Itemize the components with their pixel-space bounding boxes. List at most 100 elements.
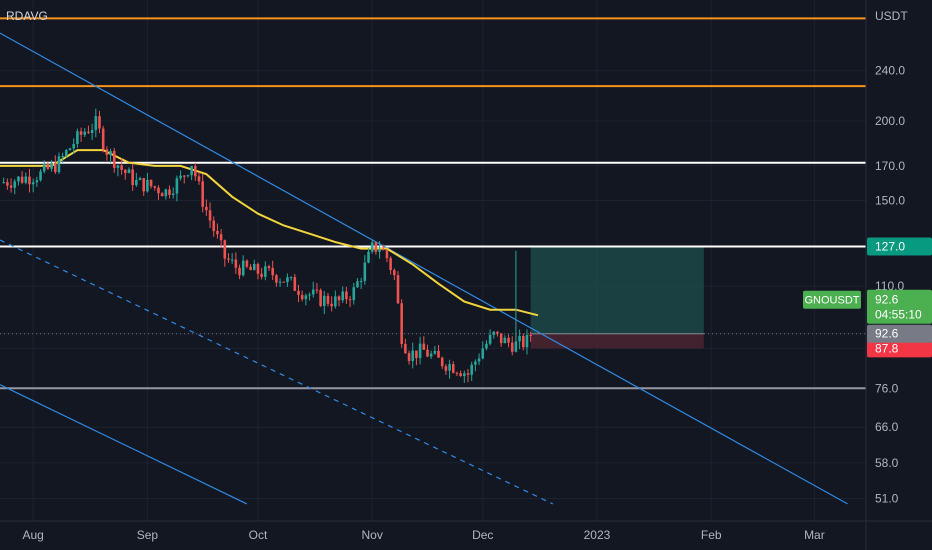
candle-body[interactable] <box>337 296 341 301</box>
indicator-label[interactable]: RDAVG <box>6 9 48 23</box>
candle-body[interactable] <box>400 303 403 344</box>
candle-body[interactable] <box>359 280 363 282</box>
candle-body[interactable] <box>20 176 24 183</box>
candle-body[interactable] <box>171 193 175 195</box>
candle-body[interactable] <box>455 372 459 374</box>
candle-body[interactable] <box>201 181 204 207</box>
candle-body[interactable] <box>470 364 473 375</box>
candle-body[interactable] <box>112 150 116 168</box>
candle-body[interactable] <box>241 260 245 276</box>
candle-body[interactable] <box>363 262 367 281</box>
candle-body[interactable] <box>219 234 223 241</box>
candle-body[interactable] <box>9 185 13 188</box>
candle-body[interactable] <box>289 277 293 279</box>
candle-body[interactable] <box>131 169 134 186</box>
candle-body[interactable] <box>393 270 396 276</box>
candle-body[interactable] <box>451 364 455 373</box>
candle-body[interactable] <box>334 296 337 307</box>
candle-body[interactable] <box>234 259 238 268</box>
candle-body[interactable] <box>459 373 462 377</box>
candle-body[interactable] <box>315 289 319 291</box>
candle-body[interactable] <box>135 180 138 186</box>
candle-body[interactable] <box>179 175 182 179</box>
candle-body[interactable] <box>194 165 197 177</box>
target-zone[interactable] <box>530 246 704 334</box>
candle-body[interactable] <box>267 266 271 268</box>
trendline-0[interactable] <box>0 32 848 505</box>
candle-body[interactable] <box>98 116 101 129</box>
candle-body[interactable] <box>322 295 326 306</box>
candle-body[interactable] <box>6 182 9 186</box>
candle-body[interactable] <box>418 343 422 359</box>
candle-body[interactable] <box>304 295 308 300</box>
candle-body[interactable] <box>444 366 448 371</box>
candle-body[interactable] <box>127 169 131 174</box>
candle-body[interactable] <box>448 364 451 371</box>
candle-body[interactable] <box>28 176 31 185</box>
candle-body[interactable] <box>326 295 330 304</box>
candle-body[interactable] <box>208 210 212 221</box>
candle-body[interactable] <box>68 148 72 151</box>
candle-body[interactable] <box>90 130 94 133</box>
candle-body[interactable] <box>157 187 160 194</box>
candle-body[interactable] <box>308 294 311 296</box>
candle-body[interactable] <box>374 242 378 252</box>
candle-body[interactable] <box>385 250 389 259</box>
candle-body[interactable] <box>381 249 385 251</box>
candle-body[interactable] <box>46 163 50 169</box>
moving-average-line[interactable] <box>0 149 539 317</box>
candle-body[interactable] <box>13 181 17 188</box>
candle-body[interactable] <box>83 131 87 135</box>
candle-body[interactable] <box>238 267 241 276</box>
candle-body[interactable] <box>481 348 485 359</box>
candle-body[interactable] <box>138 178 142 181</box>
candle-body[interactable] <box>260 273 263 277</box>
candle-body[interactable] <box>367 251 370 263</box>
candle-body[interactable] <box>197 176 201 182</box>
candle-body[interactable] <box>426 349 429 357</box>
candle-body[interactable] <box>352 287 356 301</box>
candle-body[interactable] <box>87 131 90 133</box>
candle-body[interactable] <box>50 162 53 169</box>
candle-body[interactable] <box>94 116 98 131</box>
candle-body[interactable] <box>175 178 179 194</box>
candle-body[interactable] <box>521 336 525 348</box>
candle-body[interactable] <box>345 291 348 300</box>
candle-body[interactable] <box>39 171 42 181</box>
candle-body[interactable] <box>488 334 492 344</box>
candle-body[interactable] <box>264 266 267 277</box>
candle-body[interactable] <box>437 350 440 358</box>
candle-body[interactable] <box>153 186 157 188</box>
candle-body[interactable] <box>429 353 433 357</box>
candle-body[interactable] <box>356 281 359 288</box>
candle-body[interactable] <box>297 290 300 295</box>
candle-body[interactable] <box>341 291 345 301</box>
candle-body[interactable] <box>370 242 374 252</box>
candle-body[interactable] <box>205 206 208 211</box>
candle-body[interactable] <box>411 350 415 362</box>
candle-body[interactable] <box>146 179 149 192</box>
candle-body[interactable] <box>477 358 481 362</box>
candle-body[interactable] <box>407 353 411 362</box>
candle-body[interactable] <box>53 162 57 173</box>
candle-body[interactable] <box>101 128 105 150</box>
candle-body[interactable] <box>142 178 146 192</box>
candle-body[interactable] <box>282 281 286 283</box>
candle-body[interactable] <box>503 337 507 344</box>
candle-body[interactable] <box>499 333 503 344</box>
candle-body[interactable] <box>404 343 407 354</box>
candle-body[interactable] <box>212 220 216 231</box>
candle-body[interactable] <box>510 342 514 352</box>
candle-body[interactable] <box>223 240 227 259</box>
candle-body[interactable] <box>525 334 529 348</box>
candle-body[interactable] <box>227 258 230 260</box>
candle-body[interactable] <box>61 155 64 157</box>
candle-body[interactable] <box>319 290 322 306</box>
candle-body[interactable] <box>485 343 488 349</box>
candle-body[interactable] <box>120 165 123 170</box>
candle-body[interactable] <box>422 343 426 350</box>
candle-body[interactable] <box>496 331 499 334</box>
candle-body[interactable] <box>216 230 219 235</box>
candle-body[interactable] <box>245 260 249 267</box>
